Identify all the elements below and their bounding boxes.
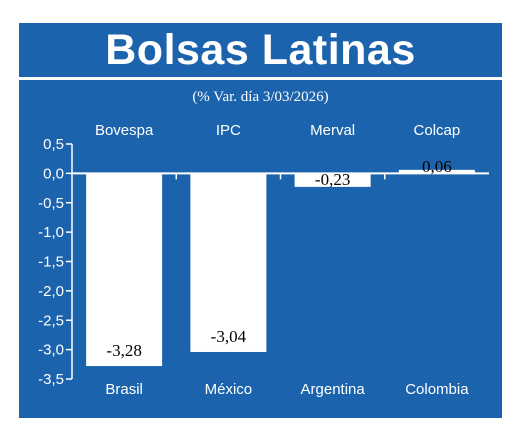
y-tick-label: -3,0 (38, 342, 64, 359)
index-name-label: Merval (310, 122, 355, 139)
y-tick-label: -3,5 (38, 371, 64, 388)
chart-panel: Bolsas Latinas (% Var. día 3/03/2026) 0,… (19, 23, 502, 418)
chart-title: Bolsas Latinas (105, 25, 416, 74)
data-label: -3,04 (211, 327, 247, 346)
x-category-label: México (205, 381, 253, 398)
bar-colombia (398, 169, 475, 174)
y-tick-label: -1,5 (38, 254, 64, 271)
title-bar: Bolsas Latinas (19, 23, 502, 80)
y-tick-label: -0,5 (38, 195, 64, 212)
data-label: 0,06 (422, 157, 452, 176)
labels: -3,28 Bovespa Brasil -3,04 IPC México -0,23 Mer… (95, 122, 469, 398)
y-tick-label: -2,5 (38, 312, 64, 329)
y-tick-label: -2,0 (38, 283, 64, 300)
bar-brasil (86, 173, 163, 367)
index-name-label: Bovespa (95, 122, 154, 139)
data-label: -0,23 (315, 170, 350, 189)
data-label: -3,28 (106, 341, 141, 360)
index-name-label: IPC (216, 122, 241, 139)
bar-argentina (294, 173, 371, 187)
bar-méxico (190, 173, 267, 352)
y-tick-label: 0,0 (43, 165, 64, 182)
bar-chart: (% Var. día 3/03/2026) 0,5 0,0 -0,5 -1,0 -1,… (38, 89, 489, 398)
axes: 0,5 0,0 -0,5 -1,0 -1,5 -2,0 -2,5 -3,0 -3,5 (38, 136, 489, 388)
bars (86, 169, 475, 367)
index-name-label: Colcap (414, 122, 461, 139)
y-tick-label: -1,0 (38, 224, 64, 241)
x-category-label: Argentina (301, 381, 366, 398)
y-tick-label: 0,5 (43, 136, 64, 153)
x-category-label: Colombia (405, 381, 469, 398)
chart-subtitle: (% Var. día 3/03/2026) (192, 89, 328, 105)
x-category-label: Brasil (105, 381, 143, 398)
